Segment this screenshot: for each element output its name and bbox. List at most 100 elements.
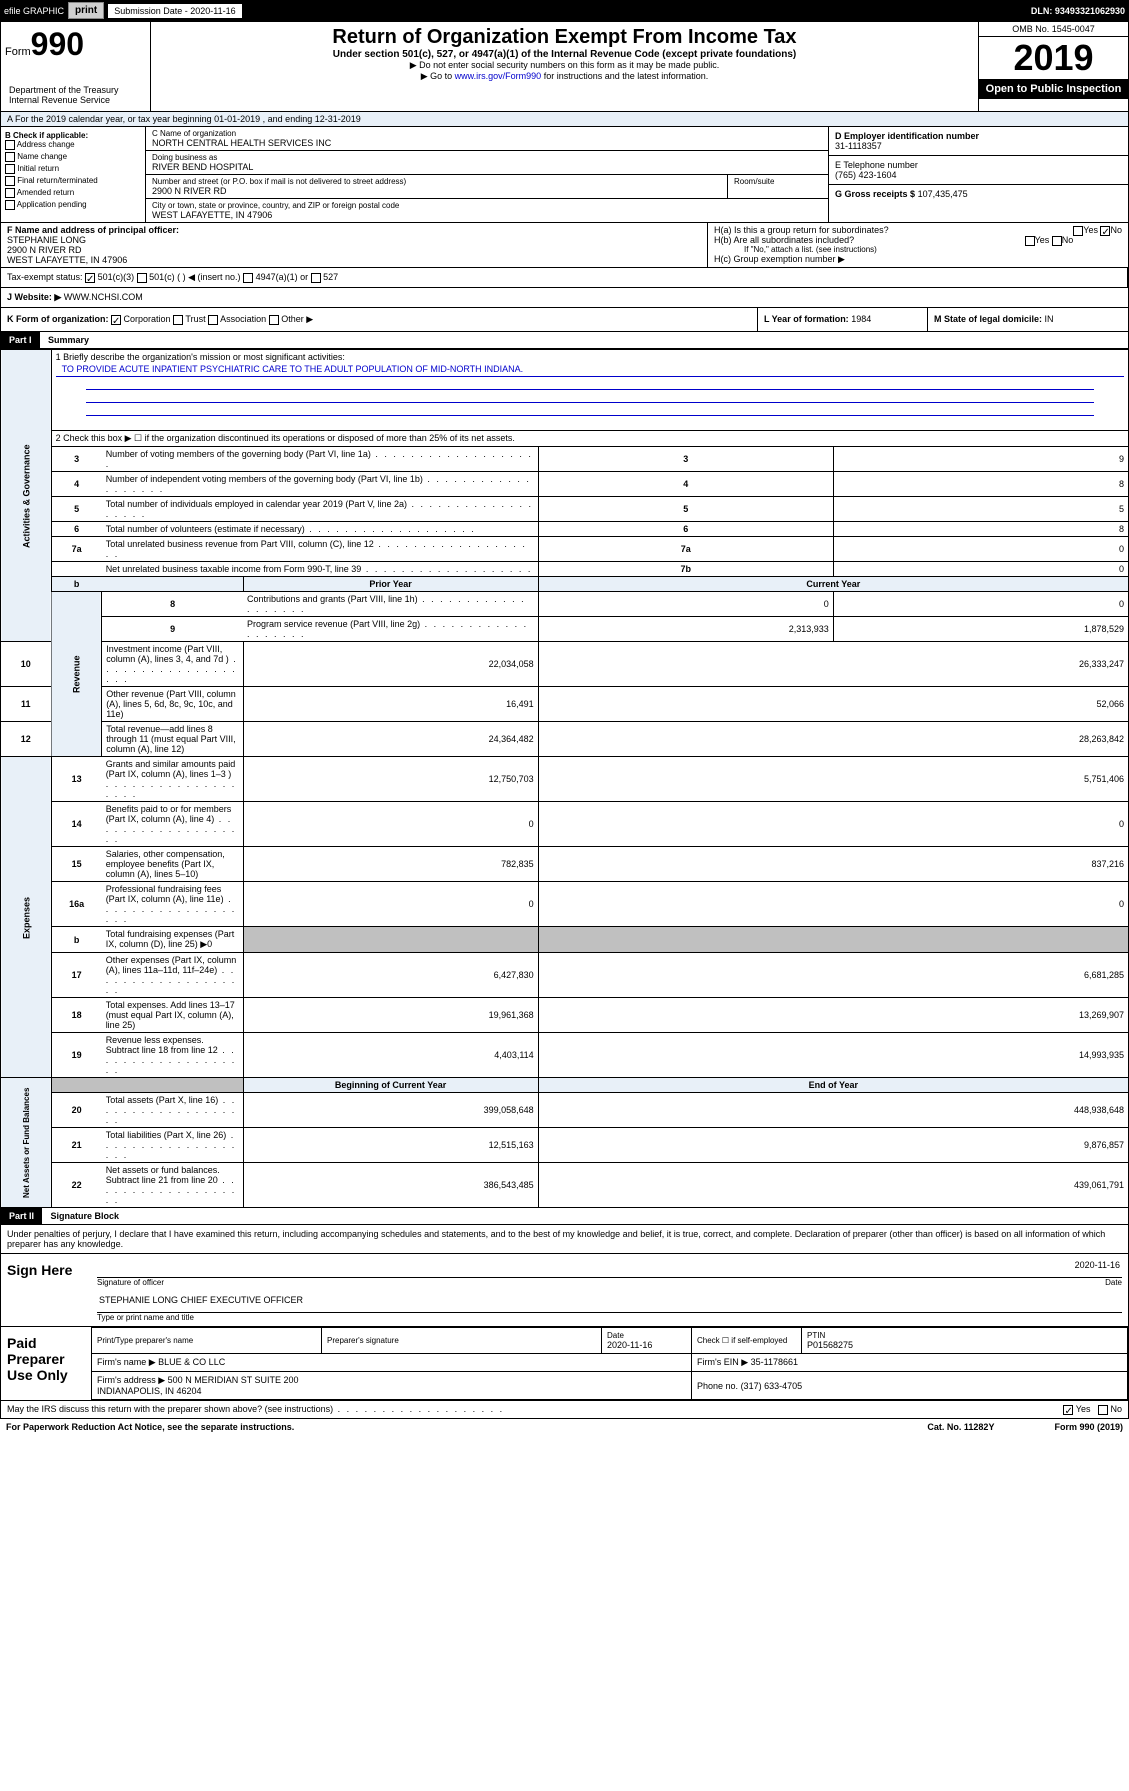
state-domicile: IN (1045, 314, 1054, 324)
mission-text: TO PROVIDE ACUTE INPATIENT PSYCHIATRIC C… (56, 362, 1124, 377)
row-website: J Website: ▶ WWW.NCHSI.COM (0, 288, 1129, 308)
cb-501c3[interactable] (85, 273, 95, 283)
table-row: 5Total number of individuals employed in… (1, 497, 1129, 522)
print-button[interactable]: print (68, 2, 104, 19)
col-c-org: C Name of organization NORTH CENTRAL HEA… (146, 127, 828, 222)
table-row: 6Total number of volunteers (estimate if… (1, 522, 1129, 537)
irs-link[interactable]: www.irs.gov/Form990 (455, 71, 542, 81)
org-name: NORTH CENTRAL HEALTH SERVICES INC (152, 138, 822, 148)
sign-here-label: Sign Here (1, 1254, 91, 1326)
form-number: 990 (31, 26, 84, 62)
tax-year: 2019 (979, 37, 1128, 79)
cb-final-return[interactable]: Final return/terminated (5, 176, 141, 186)
website-value: WWW.NCHSI.COM (64, 292, 143, 302)
org-street: 2900 N RIVER RD (152, 186, 721, 196)
cb-discuss-yes[interactable] (1063, 1405, 1073, 1415)
form-label: Form (5, 46, 31, 58)
cb-other[interactable] (269, 315, 279, 325)
vert-governance: Activities & Governance (1, 350, 52, 642)
dln: DLN: 93493321062930 (1031, 6, 1125, 16)
table-row: 17Other expenses (Part IX, column (A), l… (1, 953, 1129, 998)
row-klm: K Form of organization: Corporation Trus… (0, 308, 1129, 332)
org-city: WEST LAFAYETTE, IN 47906 (152, 210, 822, 220)
year-formation: 1984 (851, 314, 871, 324)
table-row: 3Number of voting members of the governi… (1, 447, 1129, 472)
submission-date: Submission Date - 2020-11-16 (108, 4, 241, 18)
efile-label: efile GRAPHIC (4, 6, 64, 16)
vert-revenue: Revenue (51, 592, 102, 757)
cb-discuss-no[interactable] (1098, 1405, 1108, 1415)
table-row: bTotal fundraising expenses (Part IX, co… (1, 927, 1129, 953)
cb-corp[interactable] (111, 315, 121, 325)
table-row: 22Net assets or fund balances. Subtract … (1, 1163, 1129, 1208)
vert-netassets: Net Assets or Fund Balances (1, 1078, 52, 1208)
section-bcd: B Check if applicable: Address change Na… (0, 127, 1129, 223)
part1-title: Summary (42, 335, 89, 345)
table-row: 20Total assets (Part X, line 16)399,058,… (1, 1093, 1129, 1128)
cb-initial-return[interactable]: Initial return (5, 164, 141, 174)
ein-val2: 31-1118357 (835, 141, 1122, 151)
officer-addr: 2900 N RIVER RD WEST LAFAYETTE, IN 47906 (7, 245, 701, 265)
firm-name: BLUE & CO LLC (158, 1357, 225, 1367)
summary-table: Activities & Governance 1 Briefly descri… (0, 349, 1129, 1208)
dept-label: Department of the Treasury Internal Reve… (5, 83, 146, 107)
gross-receipts: 107,435,475 (918, 189, 968, 199)
firm-ein: 35-1178661 (751, 1357, 798, 1367)
firm-phone: (317) 633-4705 (741, 1381, 803, 1391)
signature-section: Under penalties of perjury, I declare th… (0, 1225, 1129, 1401)
cb-4947[interactable] (243, 273, 253, 283)
cb-amended[interactable]: Amended return (5, 188, 141, 198)
form-title: Return of Organization Exempt From Incom… (155, 26, 974, 49)
footer-discuss: May the IRS discuss this return with the… (0, 1401, 1129, 1419)
cb-app-pending[interactable]: Application pending (5, 200, 141, 210)
top-bar: efile GRAPHIC print Submission Date - 20… (0, 0, 1129, 21)
table-row: 4Number of independent voting members of… (1, 472, 1129, 497)
cb-trust[interactable] (173, 315, 183, 325)
cat-number: Cat. No. 11282Y (927, 1422, 994, 1432)
part2-header-row: Part II Signature Block (0, 1208, 1129, 1225)
cb-name-change[interactable]: Name change (5, 152, 141, 162)
col-b-checkboxes: B Check if applicable: Address change Na… (1, 127, 146, 222)
vert-expenses: Expenses (1, 757, 52, 1078)
part2-badge: Part II (1, 1208, 42, 1224)
note-ssn: ▶ Do not enter social security numbers o… (155, 60, 974, 71)
note-goto: ▶ Go to www.irs.gov/Form990 for instruct… (155, 71, 974, 82)
cb-address-change[interactable]: Address change (5, 140, 141, 150)
cb-501c[interactable] (137, 273, 147, 283)
phone-value: (765) 423-1604 (835, 170, 1122, 180)
open-public-badge: Open to Public Inspection (979, 79, 1128, 99)
officer-name: STEPHANIE LONG (7, 235, 701, 245)
table-row: Net unrelated business taxable income fr… (1, 562, 1129, 577)
table-row: 12Total revenue—add lines 8 through 11 (… (1, 722, 1129, 757)
part1-badge: Part I (1, 332, 40, 348)
ptin-value: P01568275 (807, 1340, 853, 1350)
table-row: 15Salaries, other compensation, employee… (1, 847, 1129, 882)
col-d-ein: D Employer identification number 31-1118… (828, 127, 1128, 222)
part1-header-row: Part I Summary (0, 332, 1129, 349)
row-tax-status: Tax-exempt status: 501(c)(3) 501(c) ( ) … (0, 268, 1129, 288)
cb-assoc[interactable] (208, 315, 218, 325)
row-a-period: A For the 2019 calendar year, or tax yea… (0, 112, 1129, 127)
table-row: 21Total liabilities (Part X, line 26)12,… (1, 1128, 1129, 1163)
table-row: 9Program service revenue (Part VIII, lin… (1, 617, 1129, 642)
perjury-declaration: Under penalties of perjury, I declare th… (1, 1225, 1128, 1253)
form-ref: Form 990 (2019) (1054, 1422, 1123, 1432)
cb-527[interactable] (311, 273, 321, 283)
org-dba: RIVER BEND HOSPITAL (152, 162, 822, 172)
part2-title: Signature Block (45, 1211, 120, 1221)
table-row: 10Investment income (Part VIII, column (… (1, 642, 1129, 687)
table-row: 18Total expenses. Add lines 13–17 (must … (1, 998, 1129, 1033)
preparer-table: Print/Type preparer's name Preparer's si… (91, 1327, 1128, 1400)
table-row: 7aTotal unrelated business revenue from … (1, 537, 1129, 562)
form-header: Form990 Department of the Treasury Inter… (0, 21, 1129, 112)
table-row: 19Revenue less expenses. Subtract line 1… (1, 1033, 1129, 1078)
table-row: 16aProfessional fundraising fees (Part I… (1, 882, 1129, 927)
row-fh: F Name and address of principal officer:… (0, 223, 1129, 268)
table-row: 11Other revenue (Part VIII, column (A), … (1, 687, 1129, 722)
paid-preparer-label: Paid Preparer Use Only (1, 1327, 91, 1400)
footer-bottom: For Paperwork Reduction Act Notice, see … (0, 1419, 1129, 1435)
form-subtitle: Under section 501(c), 527, or 4947(a)(1)… (155, 49, 974, 60)
omb-number: OMB No. 1545-0047 (979, 22, 1128, 37)
officer-typed-name: STEPHANIE LONG CHIEF EXECUTIVE OFFICER (99, 1295, 303, 1310)
table-row: 14Benefits paid to or for members (Part … (1, 802, 1129, 847)
